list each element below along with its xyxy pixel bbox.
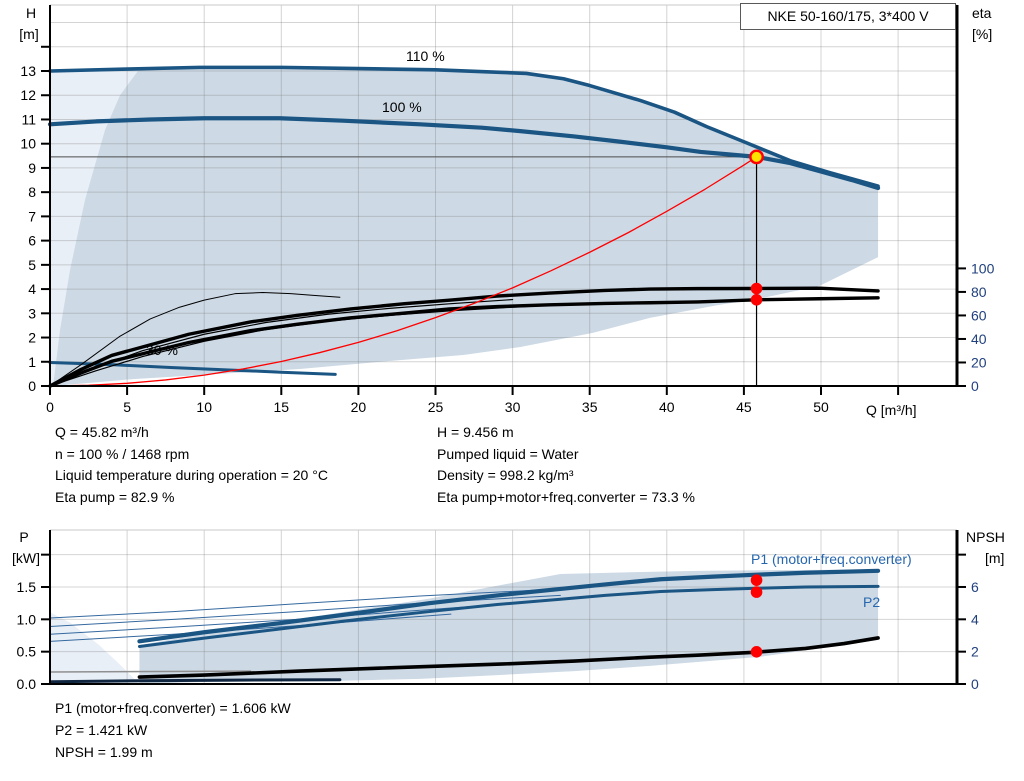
y-left-tick-label: 0 <box>28 378 36 394</box>
series-min-power-line <box>49 670 252 673</box>
top-chart-series <box>47 65 881 388</box>
info-eta-pump: Eta pump = 82.9 % <box>55 488 175 505</box>
h-axis-title: H <box>26 5 36 21</box>
y-right-tick-label: 40 <box>971 331 987 347</box>
y-left-tick-label: 13 <box>20 63 36 79</box>
y-right-tick-label: 6 <box>971 579 979 595</box>
y-left-tick-label: 0.0 <box>17 676 37 692</box>
bottom-chart-series <box>49 568 881 684</box>
x-tick-label: 0 <box>46 399 54 415</box>
y-left-tick-label: 3 <box>28 305 36 321</box>
eta-axis-unit: [%] <box>972 26 992 42</box>
y-left-tick-label: 5 <box>28 257 36 273</box>
y-right-tick-label: 80 <box>971 284 987 300</box>
x-tick-label: 35 <box>582 399 598 415</box>
y-left-tick-label: 8 <box>28 184 36 200</box>
power-info: P1 (motor+freq.converter) = 1.606 kW P2 … <box>55 697 291 763</box>
series-npsh-curve <box>137 636 880 679</box>
y-left-tick-label: 7 <box>28 208 36 224</box>
series-curve-100pct <box>47 116 881 191</box>
x-tick-label: 25 <box>428 399 444 415</box>
info-npsh: NPSH = 1.99 m <box>55 744 153 760</box>
npsh-axis-title: NPSH <box>966 529 1005 545</box>
y-right-tick-label: 0 <box>971 378 979 394</box>
bottom-chart-axes: 0.0 0.5 1.0 1.5 0 2 4 6 <box>17 529 979 692</box>
speed-110pct-label: 110 % <box>406 48 445 64</box>
info-h: H = 9.456 m <box>437 424 514 440</box>
series-eta-pump-curve <box>48 286 880 388</box>
y-left-tick-label: 10 <box>20 136 36 152</box>
x-tick-label: 10 <box>196 399 212 415</box>
y-left-tick-label: 0.5 <box>17 644 37 660</box>
info-density: Density = 998.2 kg/m³ <box>437 467 574 483</box>
eta-pump-point <box>750 282 763 295</box>
y-left-tick-label: 12 <box>20 87 36 103</box>
series-low-speed-power-curve <box>50 678 342 684</box>
series-curve-110pct <box>48 65 880 188</box>
y-left-tick-label: 1 <box>28 354 36 370</box>
y-left-tick-label: 1.5 <box>17 579 37 595</box>
y-left-tick-label: 6 <box>28 233 36 249</box>
y-right-tick-label: 20 <box>971 354 987 370</box>
x-tick-label: 5 <box>123 399 131 415</box>
p-axis-unit: [kW] <box>12 550 40 566</box>
info-pumped-liquid: Pumped liquid = Water <box>437 445 579 462</box>
speed-100pct-label: 100 % <box>382 99 422 115</box>
y-right-tick-label: 60 <box>971 307 987 323</box>
npsh-axis-unit: [m] <box>985 550 1004 566</box>
y-right-tick-label: 2 <box>971 644 979 660</box>
x-tick-label: 50 <box>813 399 829 415</box>
y-right-tick-label: 4 <box>971 611 979 627</box>
duty-info-left: Q = 45.82 m³/h n = 100 % / 1468 rpm Liqu… <box>55 422 328 508</box>
info-q: Q = 45.82 m³/h <box>55 424 149 440</box>
p1-point <box>750 574 763 586</box>
pump-title-box: NKE 50-160/175, 3*400 V <box>740 3 956 30</box>
p1-curve-label: P1 (motor+freq.converter) <box>751 551 912 567</box>
series-system-curve <box>49 156 758 387</box>
series-p-thin-1 <box>49 588 561 619</box>
p-axis-title: P <box>19 529 28 545</box>
y-left-tick-label: 9 <box>28 160 36 176</box>
h-axis-unit: [m] <box>19 26 38 42</box>
y-right-tick-label: 100 <box>971 260 995 276</box>
p2-curve-label: P2 <box>863 594 880 610</box>
series-eta-arc <box>49 292 341 387</box>
q-axis-label: Q [m³/h] <box>866 402 917 418</box>
info-p1: P1 (motor+freq.converter) = 1.606 kW <box>55 700 291 716</box>
info-liquid-temp: Liquid temperature during operation = 20… <box>55 467 328 483</box>
info-eta-total: Eta pump+motor+freq.converter = 73.3 % <box>437 488 695 505</box>
power-low-flow-wedge <box>50 612 140 684</box>
y-left-tick-label: 11 <box>21 111 36 127</box>
x-tick-label: 45 <box>736 399 752 415</box>
low-flow-wedge <box>50 71 138 386</box>
eta-total-point <box>750 293 763 306</box>
x-tick-label: 40 <box>659 399 675 415</box>
y-right-tick-label: 0 <box>971 676 979 692</box>
p2-point <box>750 586 763 598</box>
duty-point[interactable] <box>749 149 764 165</box>
info-speed: n = 100 % / 1468 rpm <box>55 445 190 462</box>
x-tick-label: 15 <box>274 399 290 415</box>
duty-info-right: H = 9.456 m Pumped liquid = Water Densit… <box>437 422 695 508</box>
y-left-tick-label: 1.0 <box>17 611 37 627</box>
y-left-tick-label: 2 <box>28 330 36 346</box>
eta-axis-title: eta <box>972 5 992 21</box>
series-eta-total-curve <box>48 296 880 388</box>
x-tick-label: 20 <box>351 399 367 415</box>
info-p2: P2 = 1.421 kW <box>55 722 148 738</box>
y-left-tick-label: 4 <box>28 281 36 297</box>
x-tick-label: 30 <box>505 399 521 415</box>
npsh-point <box>750 646 763 658</box>
